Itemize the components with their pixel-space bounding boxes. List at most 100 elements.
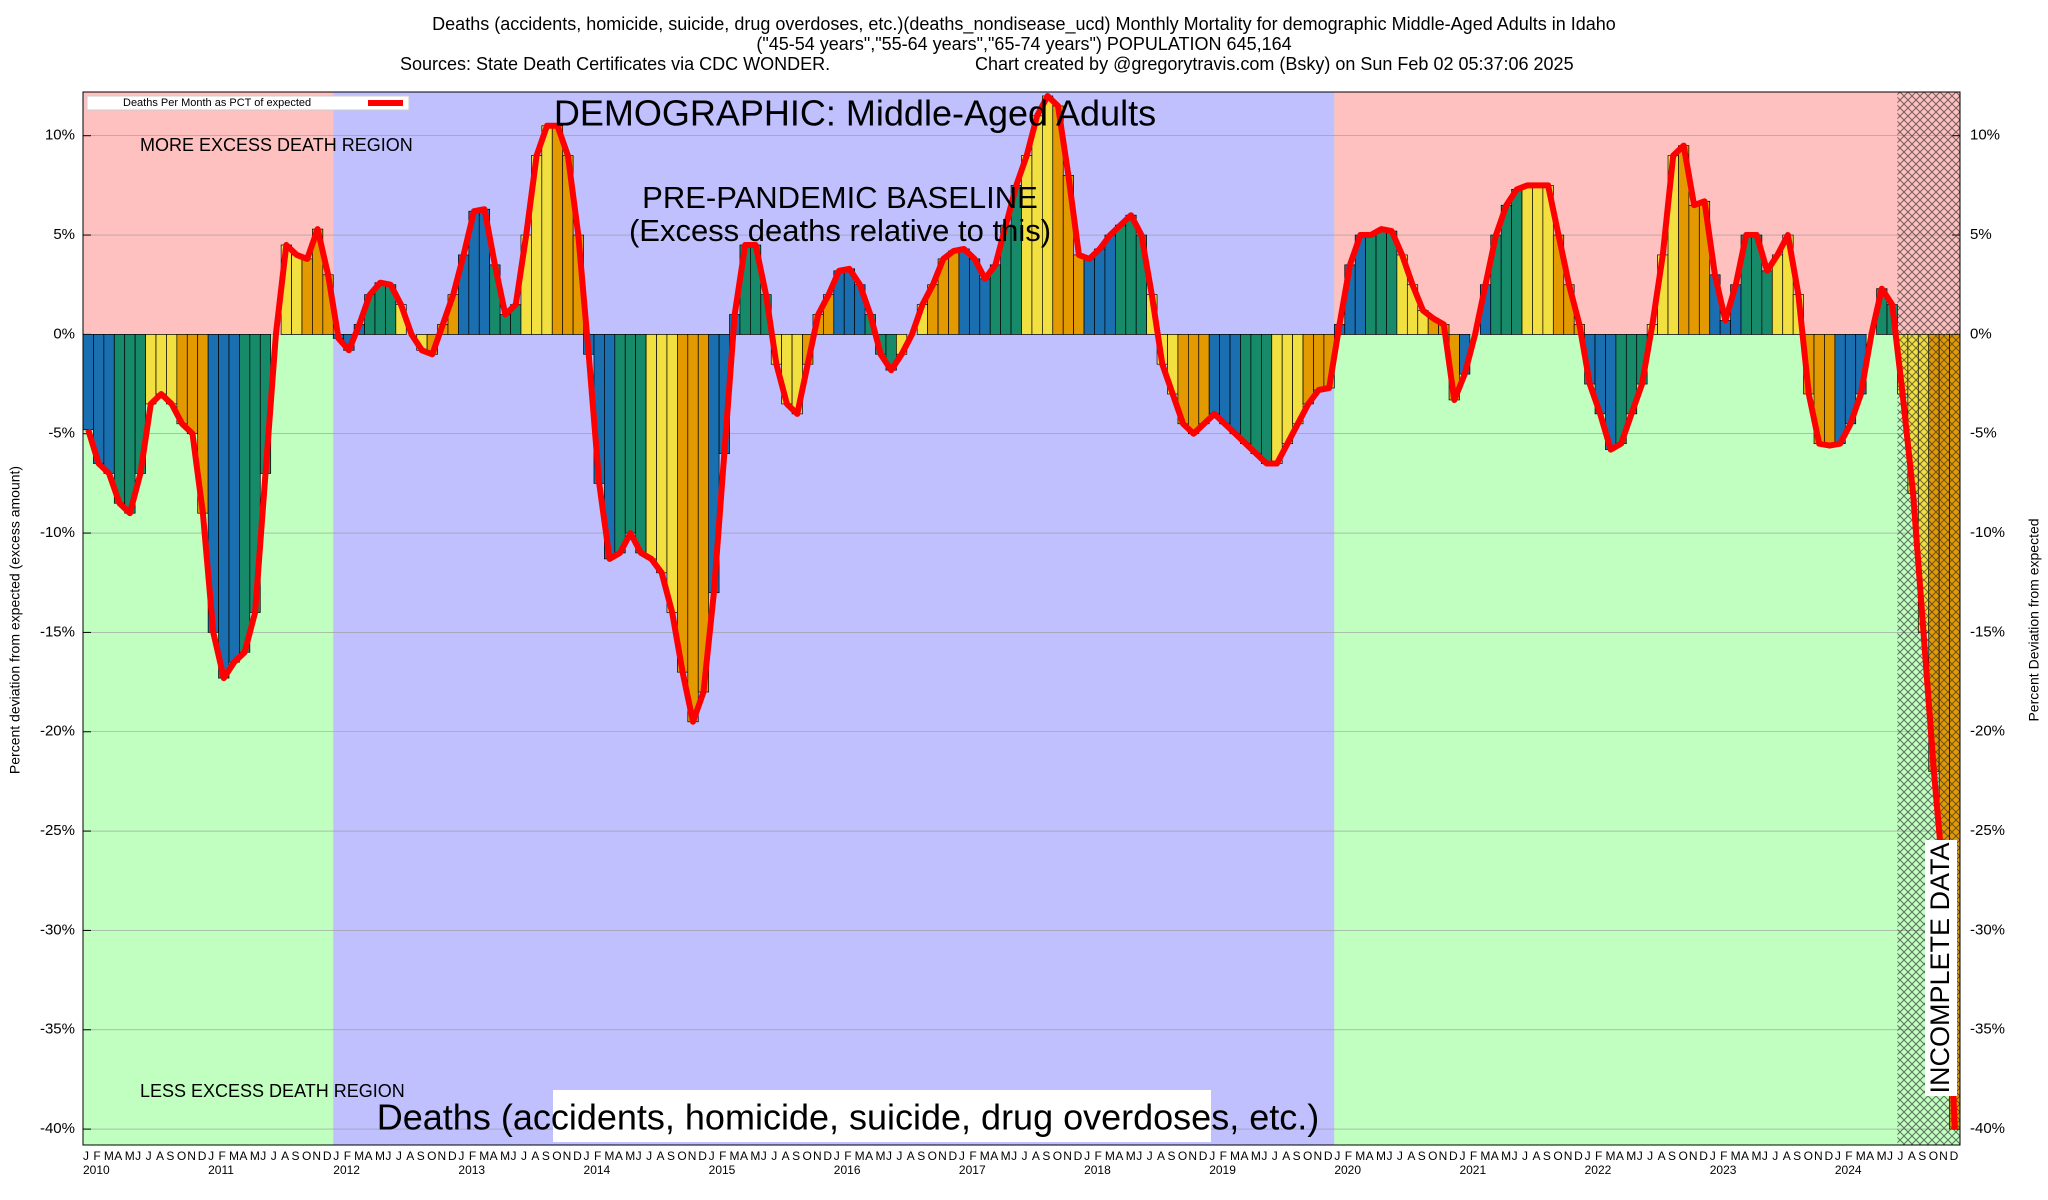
x-tick-label: A: [1616, 1149, 1624, 1163]
x-tick-label: J: [1459, 1149, 1465, 1163]
bar: [103, 334, 115, 474]
bar: [1198, 334, 1210, 425]
x-tick-label: A: [1741, 1149, 1749, 1163]
x-tick-label: S: [1042, 1149, 1050, 1163]
bar: [1292, 334, 1304, 425]
bar: [1824, 334, 1836, 446]
x-tick-label: J: [1272, 1149, 1278, 1163]
x-tick-label: M: [1251, 1149, 1261, 1163]
x-tick-label: A: [1240, 1149, 1248, 1163]
year-label: 2015: [709, 1163, 736, 1177]
x-tick-label: S: [292, 1149, 300, 1163]
year-label: 2019: [1209, 1163, 1236, 1177]
x-tick-label: A: [1532, 1149, 1540, 1163]
x-tick-label: J: [1261, 1149, 1267, 1163]
x-tick-label: J: [1522, 1149, 1528, 1163]
bar: [124, 334, 136, 514]
y-tick-label: -20%: [40, 723, 75, 740]
y-tick-label: 10%: [45, 127, 75, 144]
x-tick-label: J: [458, 1149, 464, 1163]
x-tick-label: J: [260, 1149, 266, 1163]
x-tick-label: D: [1324, 1149, 1333, 1163]
x-tick-label: O: [677, 1149, 686, 1163]
bar: [1219, 334, 1231, 425]
bar: [1187, 334, 1200, 435]
x-tick-label: J: [1835, 1149, 1841, 1163]
x-tick-label: A: [365, 1149, 373, 1163]
bar: [1073, 254, 1085, 335]
year-label: 2012: [333, 1163, 360, 1177]
x-tick-label: N: [563, 1149, 572, 1163]
x-tick-label: J: [83, 1149, 89, 1163]
bar: [541, 125, 553, 335]
x-tick-label: A: [1366, 1149, 1374, 1163]
x-tick-label: J: [1084, 1149, 1090, 1163]
bar: [1260, 334, 1273, 464]
x-tick-label: O: [928, 1149, 937, 1163]
x-tick-label: A: [1908, 1149, 1916, 1163]
bar: [1104, 234, 1116, 335]
y2-tick-label: -30%: [1970, 921, 2005, 938]
bar: [958, 248, 970, 335]
x-tick-label: O: [1428, 1149, 1437, 1163]
x-tick-label: S: [667, 1149, 675, 1163]
y2-tick-label: -15%: [1970, 623, 2005, 640]
x-tick-label: J: [1334, 1149, 1340, 1163]
x-tick-label: M: [1856, 1149, 1866, 1163]
x-tick-label: A: [1407, 1149, 1415, 1163]
x-tick-label: N: [1814, 1149, 1823, 1163]
x-tick-label: J: [271, 1149, 277, 1163]
bar: [166, 334, 178, 405]
x-tick-label: J: [333, 1149, 339, 1163]
x-tick-label: J: [1209, 1149, 1215, 1163]
x-tick-label: D: [823, 1149, 832, 1163]
x-tick-label: J: [1022, 1149, 1028, 1163]
bar: [301, 258, 313, 335]
excess-region-label: MORE EXCESS DEATH REGION: [140, 135, 413, 155]
x-tick-label: A: [490, 1149, 498, 1163]
x-tick-label: A: [1491, 1149, 1499, 1163]
trend-line: [85, 93, 1958, 1130]
x-tick-label: F: [1345, 1149, 1352, 1163]
bar: [291, 254, 303, 335]
bar: [499, 314, 511, 335]
x-tick-label: J: [1887, 1149, 1893, 1163]
bar: [155, 334, 167, 395]
x-tick-label: D: [1574, 1149, 1583, 1163]
x-tick-label: N: [813, 1149, 822, 1163]
bar: [624, 334, 637, 534]
bar: [1532, 185, 1544, 335]
bar: [1281, 334, 1293, 445]
x-tick-label: N: [312, 1149, 321, 1163]
bar: [1834, 334, 1846, 445]
x-tick-label: A: [782, 1149, 790, 1163]
x-tick-label: A: [1658, 1149, 1666, 1163]
x-tick-label: S: [1543, 1149, 1551, 1163]
bar: [218, 334, 230, 679]
x-tick-label: M: [104, 1149, 114, 1163]
x-tick-label: N: [187, 1149, 196, 1163]
x-tick-label: M: [1605, 1149, 1615, 1163]
y-tick-label: -15%: [40, 623, 75, 640]
y2-tick-label: 5%: [1970, 226, 1992, 243]
bar: [113, 334, 126, 504]
x-tick-label: J: [761, 1149, 767, 1163]
x-tick-label: J: [584, 1149, 590, 1163]
x-tick-label: N: [938, 1149, 947, 1163]
x-tick-label: M: [1230, 1149, 1240, 1163]
y-tick-label: 5%: [53, 226, 75, 243]
x-tick-label: D: [198, 1149, 207, 1163]
x-tick-label: F: [594, 1149, 601, 1163]
x-tick-label: M: [229, 1149, 239, 1163]
year-label: 2010: [83, 1163, 110, 1177]
x-tick-label: N: [1439, 1149, 1448, 1163]
x-tick-label: M: [980, 1149, 990, 1163]
bar: [145, 334, 157, 405]
x-tick-label: A: [907, 1149, 915, 1163]
x-tick-label: J: [896, 1149, 902, 1163]
x-tick-label: N: [1939, 1149, 1948, 1163]
x-tick-label: M: [479, 1149, 489, 1163]
bar: [1250, 334, 1262, 454]
x-tick-label: J: [646, 1149, 652, 1163]
y2-tick-label: 0%: [1970, 325, 1992, 342]
